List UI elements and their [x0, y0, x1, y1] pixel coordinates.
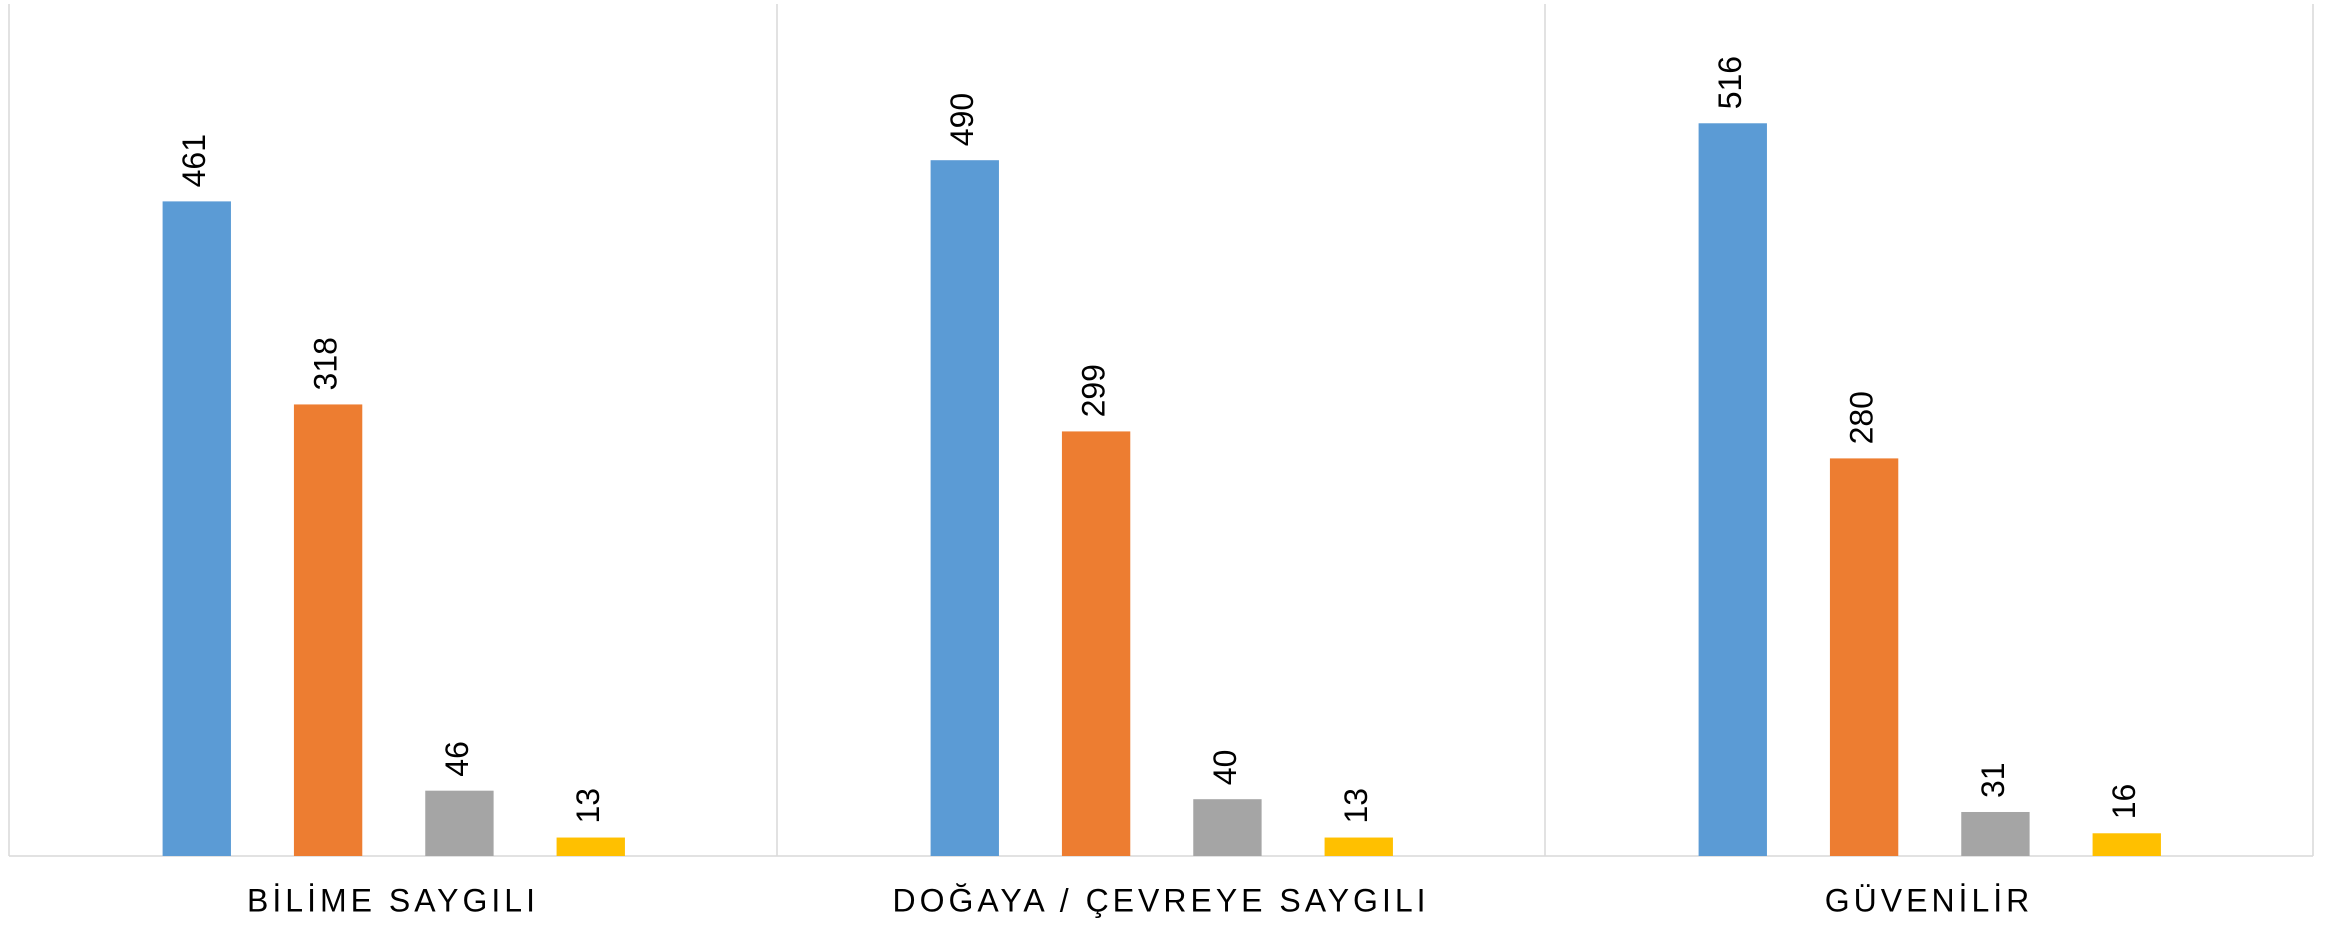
bar	[162, 201, 231, 856]
value-label: 46	[439, 741, 475, 777]
value-label: 490	[944, 93, 980, 146]
bar	[1698, 123, 1767, 856]
bar	[293, 404, 363, 856]
value-label: 40	[1207, 750, 1243, 786]
bar	[1324, 837, 1393, 856]
value-label: 31	[1975, 762, 2011, 798]
value-label: 516	[1712, 56, 1748, 109]
bar	[1193, 799, 1262, 856]
bar	[1829, 458, 1899, 856]
value-label: 280	[1844, 391, 1880, 444]
value-label: 16	[2106, 784, 2142, 820]
bar	[1961, 811, 2030, 856]
bar	[930, 160, 999, 856]
bar	[556, 837, 625, 856]
bar	[2092, 833, 2161, 856]
bar	[1061, 431, 1131, 856]
value-label: 318	[308, 337, 344, 390]
value-label: 461	[176, 134, 212, 187]
value-label: 13	[1338, 788, 1374, 824]
value-label: 299	[1076, 364, 1112, 417]
x-tick-label: DOĞAYA / ÇEVREYE SAYGILI	[892, 882, 1429, 918]
bar	[425, 790, 494, 856]
x-tick-label: BİLİME SAYGILI	[247, 882, 539, 918]
value-label: 13	[570, 788, 606, 824]
x-tick-label: GÜVENİLİR	[1825, 882, 2033, 918]
